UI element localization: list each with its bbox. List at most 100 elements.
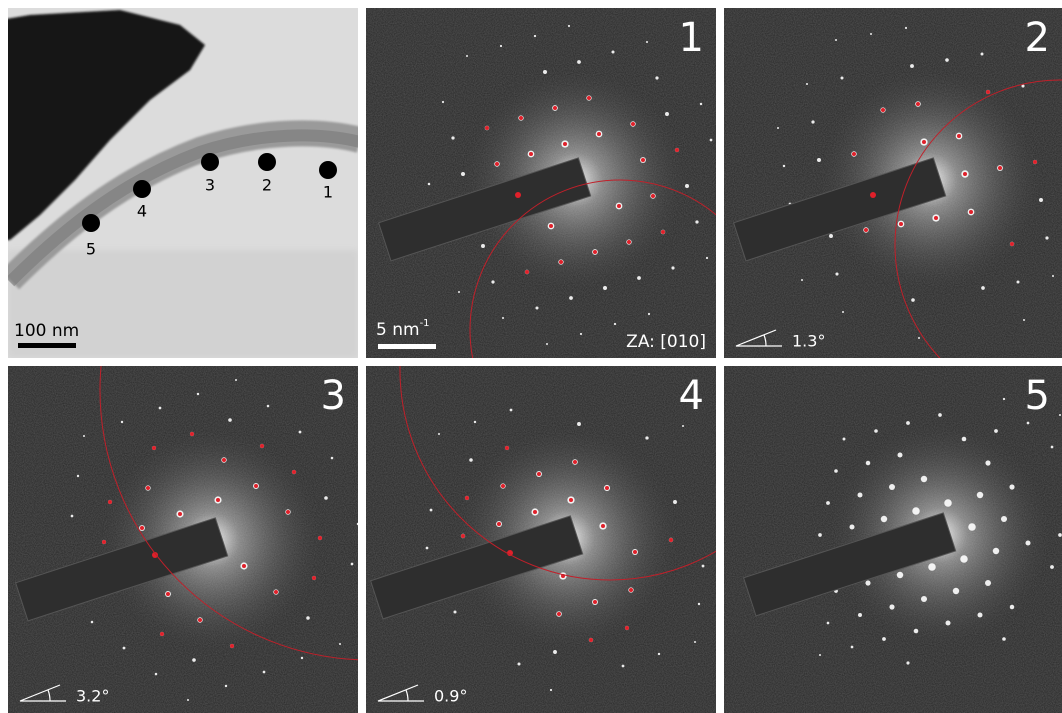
point-label: 2 xyxy=(262,176,272,195)
spot xyxy=(849,524,855,530)
spot xyxy=(158,406,162,410)
point-label: 4 xyxy=(137,202,147,221)
spot xyxy=(187,699,189,701)
scale-bar-exponent: -1 xyxy=(420,318,430,329)
spot xyxy=(818,533,822,537)
spot xyxy=(1026,421,1030,425)
spot xyxy=(842,311,844,313)
indexed-spot xyxy=(963,172,967,176)
indexed-spot xyxy=(140,526,144,530)
indexed-spot xyxy=(669,538,673,542)
laue-ring xyxy=(894,79,1062,358)
tilt-label: 0.9° xyxy=(434,687,467,706)
spot xyxy=(835,39,837,41)
spot xyxy=(835,272,839,276)
tilt-arc xyxy=(47,689,51,702)
spot xyxy=(920,595,928,603)
spot xyxy=(228,418,232,422)
zone-axis: ZA: [010] xyxy=(626,332,706,352)
spot xyxy=(460,171,466,177)
tem-image: 1 2 3 4 5 100 nm xyxy=(8,8,358,358)
spot xyxy=(906,421,910,425)
indexed-spot xyxy=(631,122,635,126)
indexed-spot xyxy=(593,600,597,604)
indexed-spot xyxy=(505,446,509,450)
diffraction-pattern: 3 3.2° xyxy=(8,366,358,713)
spot xyxy=(473,420,477,424)
scale-bar-label: 5 nm-1 xyxy=(376,318,430,340)
indexed-spot xyxy=(597,132,601,136)
spot xyxy=(577,60,581,64)
spot xyxy=(549,688,553,692)
spot xyxy=(1002,397,1006,401)
spot xyxy=(665,112,669,116)
scale-bar-label: 100 nm xyxy=(14,321,79,341)
indexed-spot xyxy=(465,496,469,500)
spot xyxy=(83,435,85,437)
spot xyxy=(469,458,473,462)
indexed-spot xyxy=(190,432,194,436)
spot xyxy=(938,413,942,417)
indexed-spot xyxy=(108,500,112,504)
spot xyxy=(1009,604,1015,610)
beam-stopper xyxy=(742,512,957,617)
indexed-spot xyxy=(627,240,631,244)
spot xyxy=(865,580,871,586)
spot xyxy=(542,69,548,75)
scale-bar xyxy=(18,343,76,348)
spot xyxy=(819,654,821,656)
spot xyxy=(611,50,615,54)
spot xyxy=(976,491,984,499)
spot xyxy=(829,234,833,238)
spot xyxy=(701,564,705,568)
spot xyxy=(154,672,158,676)
indexed-spot xyxy=(461,534,465,538)
indexed-spot xyxy=(957,134,961,138)
indexed-spot xyxy=(881,108,885,112)
spot xyxy=(817,158,821,162)
indexed-spot xyxy=(617,204,621,208)
spot xyxy=(842,437,846,441)
indexed-spot xyxy=(495,162,499,166)
spot xyxy=(910,64,914,68)
spot xyxy=(858,613,862,617)
spot xyxy=(1050,565,1054,569)
indexed-spot xyxy=(601,524,605,528)
spot xyxy=(546,343,548,345)
laue-ring xyxy=(99,366,358,661)
point-label: 1 xyxy=(323,183,333,202)
center-dot xyxy=(507,550,513,556)
spot xyxy=(481,244,485,248)
indexed-spot xyxy=(569,498,573,502)
spot xyxy=(920,475,928,483)
spot xyxy=(1039,198,1043,202)
spot xyxy=(1050,445,1054,449)
beam-stopper xyxy=(377,157,592,262)
indexed-spot xyxy=(312,576,316,580)
spot xyxy=(865,460,871,466)
spot xyxy=(196,392,200,396)
spot xyxy=(1051,274,1055,278)
beam-stopper xyxy=(14,517,229,622)
center-dot xyxy=(152,552,158,558)
indexed-spot xyxy=(230,644,234,648)
spot xyxy=(90,620,94,624)
spot xyxy=(850,645,854,649)
spot xyxy=(913,628,919,634)
spot xyxy=(1002,637,1006,641)
spot xyxy=(912,507,920,515)
diffraction-pattern: 2 1.3° xyxy=(724,8,1062,358)
spot xyxy=(834,469,838,473)
spot xyxy=(553,650,557,654)
spot xyxy=(945,620,951,626)
tilt-arc xyxy=(763,334,767,347)
indexed-spot xyxy=(864,228,868,232)
indexed-spot xyxy=(998,166,1002,170)
spot xyxy=(533,34,537,38)
spot xyxy=(429,508,433,512)
indexed-spot xyxy=(633,550,637,554)
diffraction-pattern: 5 xyxy=(724,366,1062,713)
diffraction-pattern: 1 ZA: [010] 5 nm-1 xyxy=(366,8,716,358)
indexed-spot xyxy=(485,126,489,130)
